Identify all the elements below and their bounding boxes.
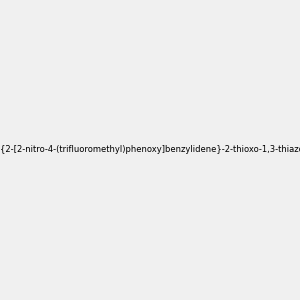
Text: 3-methyl-5-{2-[2-nitro-4-(trifluoromethyl)phenoxy]benzylidene}-2-thioxo-1,3-thia: 3-methyl-5-{2-[2-nitro-4-(trifluoromethy… — [0, 146, 300, 154]
